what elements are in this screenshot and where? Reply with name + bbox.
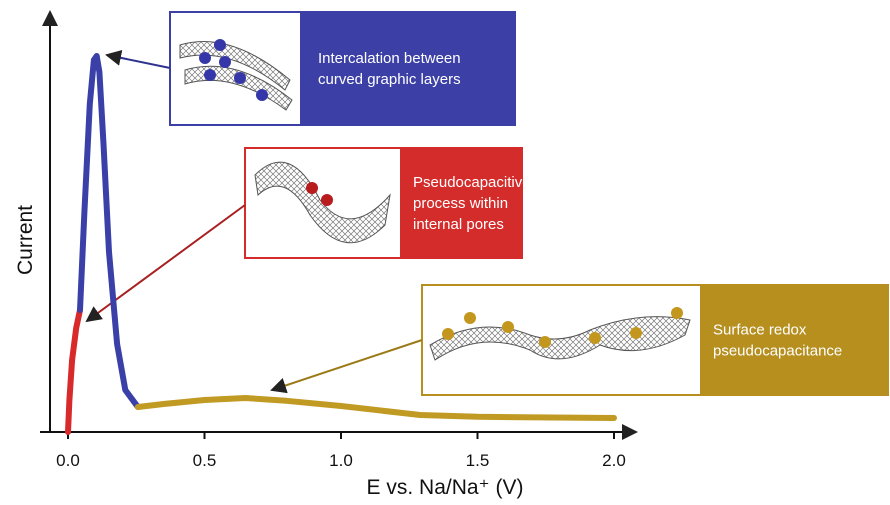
x-axis-label: E vs. Na/Na⁺ (V) bbox=[367, 476, 524, 499]
annotation-text: Surface redox bbox=[713, 322, 807, 339]
annotation-text: Intercalation between bbox=[318, 50, 461, 67]
annotation-text: Pseudocapacitive bbox=[413, 174, 531, 191]
arrow bbox=[270, 339, 423, 394]
annotation-text: pseudocapacitance bbox=[713, 343, 842, 360]
line-series bbox=[134, 395, 617, 421]
annotation-text: internal pores bbox=[413, 216, 504, 233]
annotation-box bbox=[169, 11, 516, 126]
annotation-box bbox=[244, 147, 523, 259]
x-tick-label: 0.5 bbox=[193, 451, 217, 470]
arrow bbox=[105, 49, 171, 69]
line-series bbox=[65, 307, 83, 435]
x-tick-label: 0.0 bbox=[56, 451, 80, 470]
x-tick-label: 2.0 bbox=[602, 451, 626, 470]
annotation-text: curved graphic layers bbox=[318, 71, 461, 88]
y-axis-label: Current bbox=[14, 205, 37, 275]
annotation-box bbox=[421, 284, 889, 396]
x-tick-label: 1.0 bbox=[329, 451, 353, 470]
line-series bbox=[77, 53, 141, 410]
annotation-text: process within bbox=[413, 195, 508, 212]
x-tick-label: 1.5 bbox=[466, 451, 490, 470]
